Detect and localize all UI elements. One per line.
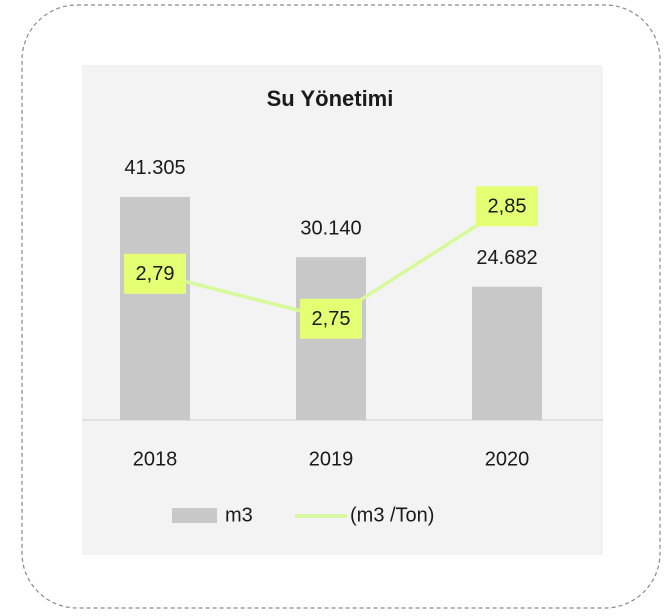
x-tick-label: 2019 <box>309 448 354 470</box>
x-tick-label: 2018 <box>133 448 178 470</box>
line-label-box <box>300 298 362 339</box>
legend-label: (m3 /Ton) <box>350 504 434 526</box>
bar <box>120 196 190 420</box>
legend-label: m3 <box>225 504 253 526</box>
line-value-label: 2,85 <box>488 196 527 218</box>
bar <box>472 286 542 420</box>
line-label-box <box>476 186 538 227</box>
x-tick-label: 2020 <box>485 448 530 470</box>
legend-swatch <box>172 508 217 523</box>
chart-title: Su Yönetimi <box>267 86 394 111</box>
bar-value-label: 24.682 <box>476 247 537 269</box>
bar-value-label: 41.305 <box>124 157 185 179</box>
line-label-box <box>124 253 186 294</box>
line-value-label: 2,79 <box>136 263 175 285</box>
bar-value-label: 30.140 <box>300 218 361 240</box>
line-value-label: 2,75 <box>312 308 351 330</box>
